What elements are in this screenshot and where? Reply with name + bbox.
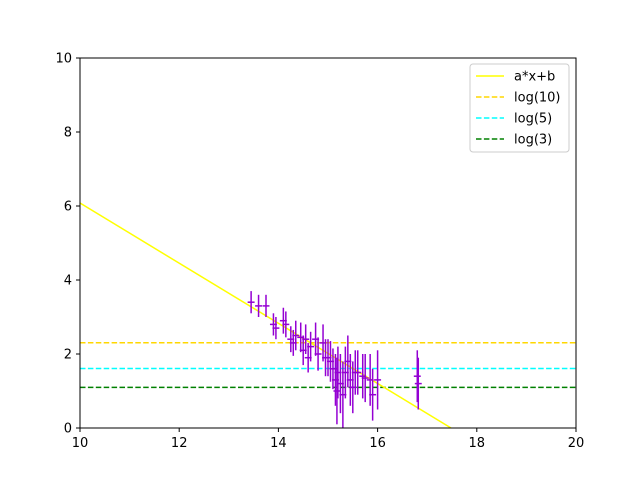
errorbar-point	[314, 337, 322, 371]
errorbar-point	[262, 294, 270, 317]
y-tick-label: 0	[64, 422, 72, 437]
plot-frame	[79, 57, 577, 429]
errorbar-point	[414, 357, 422, 410]
errorbar-point	[247, 291, 255, 314]
x-tick-label: 16	[369, 436, 386, 451]
errorbar-point	[255, 294, 263, 317]
y-tick-label: 8	[64, 126, 72, 141]
errorbar-point	[361, 354, 369, 403]
errorbar-point	[374, 350, 382, 410]
y-tick-label: 10	[55, 52, 72, 67]
legend-label: a*x+b	[514, 70, 555, 85]
legend-label: log(5)	[514, 112, 552, 127]
x-tick-label: 10	[72, 436, 89, 451]
y-tick-label: 6	[64, 200, 72, 215]
x-tick-label: 20	[568, 436, 585, 451]
y-tick-label: 2	[64, 348, 72, 363]
errorbar-point	[413, 350, 421, 403]
x-tick-label: 12	[171, 436, 188, 451]
legend-label: log(3)	[514, 133, 552, 148]
legend: a*x+b log(10) log(5) log(3)	[469, 63, 570, 153]
x-axis: 10 12 14 16 18 20	[72, 428, 585, 451]
y-axis: 0 2 4 6 8 10	[55, 52, 80, 437]
x-tick-label: 14	[270, 436, 287, 451]
data-layer	[80, 202, 576, 428]
errorbar-point	[272, 317, 280, 340]
y-tick-label: 4	[64, 274, 72, 289]
legend-box	[469, 63, 570, 153]
errorbar-point	[369, 368, 377, 421]
errorbar-point	[307, 331, 315, 362]
errorbar-point	[333, 357, 341, 425]
errorbar-point	[282, 311, 290, 338]
errorbar-point	[354, 350, 362, 395]
errorbar-point	[292, 320, 300, 351]
legend-label: log(10)	[514, 91, 561, 106]
x-tick-label: 18	[469, 436, 486, 451]
errorbar-point	[302, 324, 310, 354]
